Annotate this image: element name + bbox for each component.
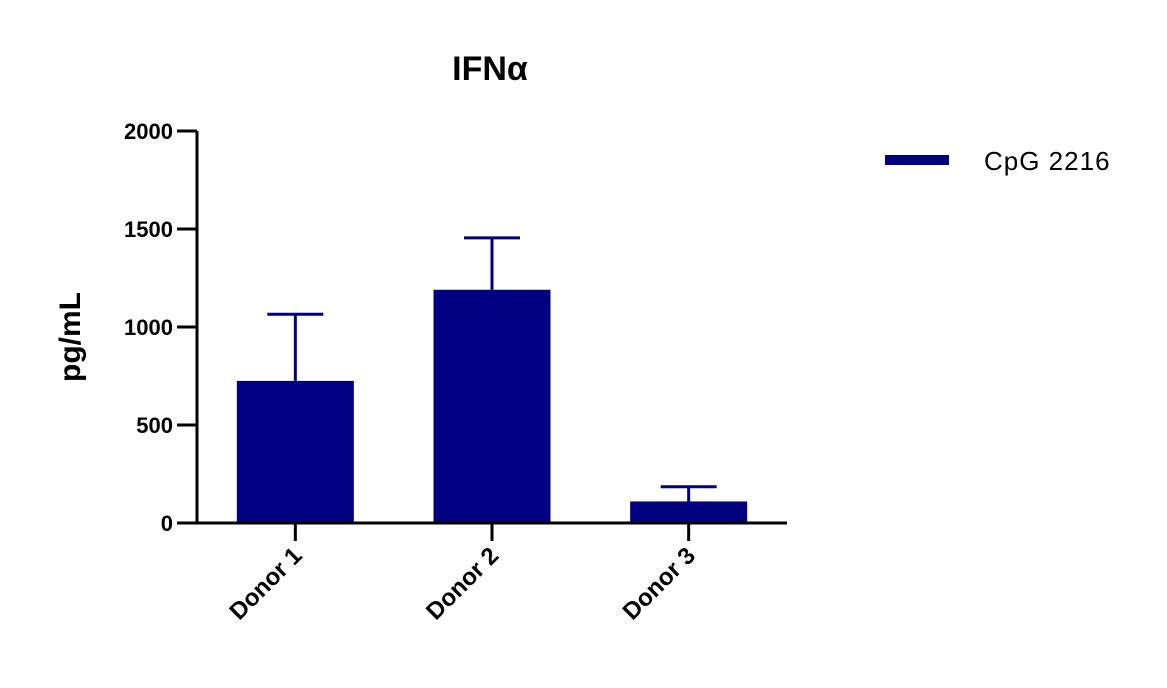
x-tick-label: Donor 2 (421, 542, 504, 625)
plot-area: 0 500 1000 1500 2000 Donor 1 Donor 2 Donor 3 (124, 119, 787, 625)
y-tick-label: 0 (161, 511, 173, 536)
legend-label: CpG 2216 (984, 146, 1111, 176)
y-tick-label: 1000 (124, 315, 173, 340)
y-axis-label: pg/mL (54, 292, 87, 382)
bar (433, 289, 551, 523)
y-tick-label: 1500 (124, 217, 173, 242)
y-tick-label: 500 (136, 413, 173, 438)
x-tick-label: Donor 3 (618, 542, 701, 625)
legend-swatch (885, 155, 949, 165)
legend: CpG 2216 (885, 146, 1111, 176)
chart-title: IFNα (452, 50, 528, 88)
bar (630, 501, 748, 523)
bar (236, 380, 354, 523)
y-tick-label: 2000 (124, 119, 173, 144)
x-tick-label: Donor 1 (224, 542, 307, 625)
